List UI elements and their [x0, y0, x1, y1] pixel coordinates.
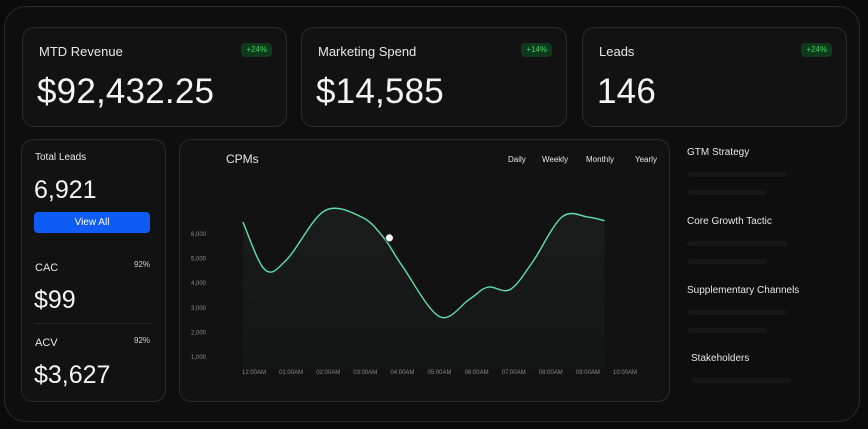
total-leads-label: Total Leads — [35, 152, 87, 163]
kpi-badge: +24% — [241, 43, 272, 57]
tab-monthly[interactable]: Monthly — [586, 155, 615, 164]
divider — [34, 323, 152, 324]
x-tick-label: 02:00AM — [316, 370, 340, 376]
x-tick-label: 03:00AM — [353, 370, 377, 376]
x-tick-label: 05:00AM — [427, 370, 451, 376]
placeholder-line — [687, 241, 787, 246]
view-all-button[interactable]: View All — [34, 212, 150, 233]
y-tick-label: 2,000 — [191, 330, 207, 336]
y-tick-label: 6,000 — [191, 232, 207, 238]
placeholder-line — [687, 172, 787, 177]
y-tick-label: 5,000 — [191, 257, 207, 263]
cpm-line-chart: 1,000 2,000 3,000 4,000 5,000 6,000 12:00AM 01… — [191, 207, 637, 376]
x-tick-label: 12:00AM — [242, 370, 266, 376]
cpm-chart-panel: CPMs Daily Weekly Monthly Yearly 1,000 2,… — [179, 139, 670, 402]
cac-label: CAC — [35, 262, 59, 274]
series-line — [242, 207, 605, 319]
x-tick-label: 04:00AM — [390, 370, 414, 376]
x-tick-label: 06:00AM — [465, 370, 489, 376]
highlight-point[interactable] — [384, 233, 394, 243]
x-tick-label: 08:00AM — [539, 370, 563, 376]
kpi-card-marketing-spend: Marketing Spend +14% $14,585 — [301, 27, 567, 127]
kpi-badge: +14% — [521, 43, 552, 57]
leads-panel: Total Leads 6,921 View All CAC 92% $99 A… — [21, 139, 166, 402]
kpi-card-leads: Leads +24% 146 — [582, 27, 847, 127]
acv-percent: 92% — [134, 336, 151, 345]
kpi-value: $14,585 — [316, 72, 444, 111]
side-item-stakeholders[interactable]: Stakeholders — [691, 353, 750, 364]
total-leads-value: 6,921 — [34, 176, 97, 204]
side-item-core-growth-tactic[interactable]: Core Growth Tactic — [687, 216, 772, 227]
placeholder-line — [687, 190, 767, 195]
x-tick-label: 07:00AM — [502, 370, 526, 376]
acv-value: $3,627 — [34, 361, 111, 389]
cac-value: $99 — [34, 286, 76, 314]
kpi-title: MTD Revenue — [39, 44, 123, 59]
x-tick-label: 09:00AM — [576, 370, 600, 376]
kpi-badge: +24% — [801, 43, 832, 57]
kpi-title: Marketing Spend — [318, 44, 417, 59]
x-tick-label: 01:00AM — [279, 370, 303, 376]
side-item-gtm-strategy[interactable]: GTM Strategy — [687, 147, 750, 158]
tab-yearly[interactable]: Yearly — [635, 155, 657, 164]
tab-weekly[interactable]: Weekly — [542, 155, 569, 164]
kpi-value: 146 — [597, 72, 656, 111]
chart-title: CPMs — [226, 152, 259, 166]
x-tick-label: 10:00AM — [613, 370, 637, 376]
placeholder-line — [691, 378, 791, 383]
y-tick-label: 3,000 — [191, 306, 207, 312]
chart-area-fill — [242, 208, 605, 369]
kpi-title: Leads — [599, 44, 635, 59]
placeholder-line — [687, 259, 767, 264]
placeholder-line — [687, 328, 767, 333]
side-item-supplementary-channels[interactable]: Supplementary Channels — [687, 285, 800, 296]
tab-daily[interactable]: Daily — [508, 155, 526, 164]
y-tick-label: 1,000 — [191, 355, 207, 361]
cac-percent: 92% — [134, 260, 151, 269]
placeholder-line — [687, 310, 787, 315]
kpi-value: $92,432.25 — [37, 72, 215, 111]
acv-label: ACV — [35, 337, 58, 349]
y-tick-label: 4,000 — [191, 281, 207, 287]
kpi-card-revenue: MTD Revenue +24% $92,432.25 — [22, 27, 287, 127]
